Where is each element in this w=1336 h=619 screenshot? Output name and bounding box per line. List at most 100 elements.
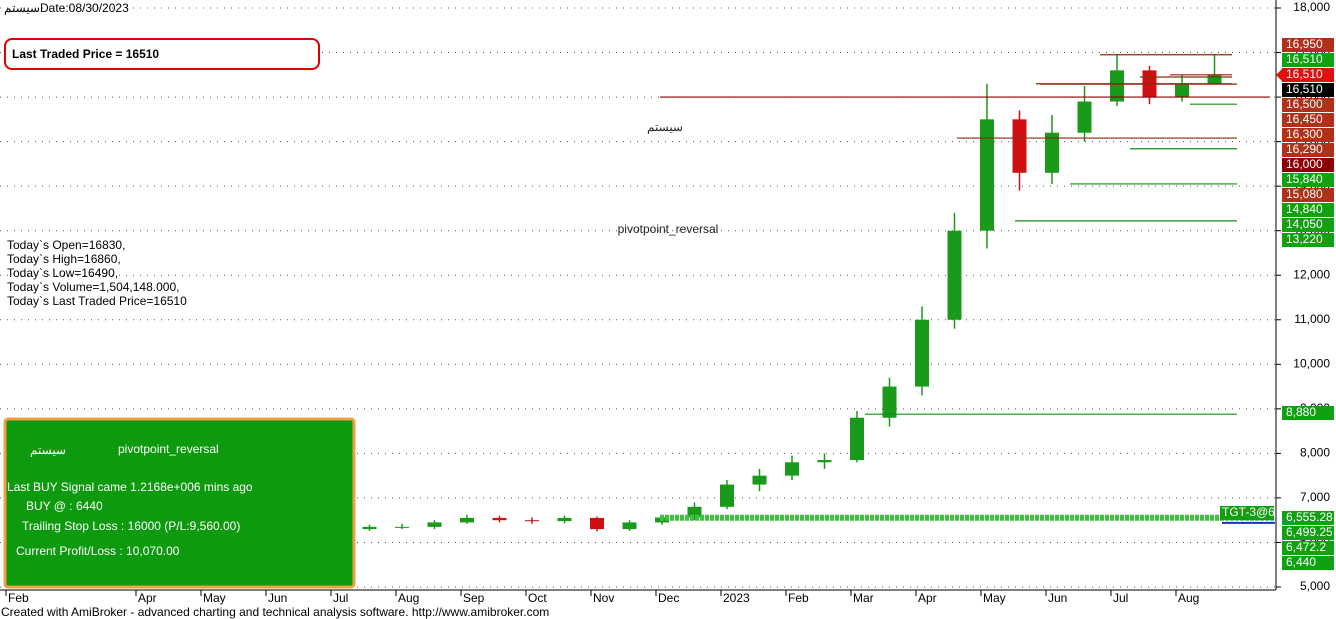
x-tick-label: Sep — [463, 591, 485, 605]
price-label: 16,510 — [1286, 67, 1323, 81]
candle-body — [785, 462, 799, 476]
candle-body — [525, 520, 539, 522]
price-label: 14,050 — [1286, 217, 1323, 231]
candle-body — [492, 517, 507, 521]
signal-box: سیستم pivotpoint_reversal Last BUY Signal … — [3, 417, 356, 589]
price-label: 13,220 — [1286, 232, 1323, 246]
candle-body — [882, 386, 897, 418]
candle-body — [1045, 132, 1059, 173]
price-label-box — [1282, 113, 1334, 127]
price-label-box — [1282, 233, 1334, 247]
x-tick-label: Feb — [8, 591, 29, 605]
watermark-system: pivotpoint_reversal — [618, 222, 719, 236]
price-label: 6,472.2 — [1286, 540, 1326, 554]
x-tick-label: May — [203, 591, 226, 605]
x-tick-label: Oct — [528, 591, 547, 605]
x-tick-label: Dec — [658, 591, 679, 605]
price-label: 16,510 — [1286, 82, 1323, 96]
signal-line: Trailing Stop Loss : 16000 (P/L:9,560.00… — [22, 519, 240, 533]
symbol: سیستم — [4, 1, 40, 15]
y-tick-label: 18,000 — [1293, 0, 1330, 14]
price-label-box — [1282, 143, 1334, 157]
candle-body — [395, 526, 409, 528]
price-label: 8,880 — [1286, 405, 1316, 419]
x-tick-label: Apr — [138, 591, 157, 605]
price-arrow — [1276, 68, 1283, 82]
x-tick-label: Jun — [1048, 591, 1067, 605]
y-tick-label: 7,000 — [1300, 490, 1330, 504]
x-tick-label: Aug — [1178, 591, 1199, 605]
signal-box-bg — [3, 417, 356, 589]
y-tick-label: 11,000 — [1294, 312, 1330, 326]
y-tick-label: 5,000 — [1300, 579, 1330, 593]
date: Date:08/30/2023 — [40, 1, 129, 15]
target-label: TGT-3@6 — [1222, 505, 1275, 519]
price-label: 16,300 — [1286, 127, 1323, 141]
y-tick-label: 10,000 — [1293, 356, 1330, 370]
price-label-box — [1282, 53, 1334, 67]
price-label-box — [1282, 511, 1334, 525]
price-label-box — [1282, 128, 1334, 142]
y-tick-label: 12,000 — [1293, 267, 1330, 281]
price-label: 16,950 — [1286, 37, 1323, 51]
y-tick-label: 8,000 — [1300, 446, 1330, 460]
candle-body — [1110, 70, 1124, 102]
today-stats: Today`s Open=16830,Today`s High=16860,To… — [7, 238, 187, 308]
price-label: 15,080 — [1286, 187, 1323, 201]
price-label: 16,290 — [1286, 142, 1323, 156]
x-tick-label: Jul — [1113, 591, 1128, 605]
signal-line: Last BUY Signal came 1.2168e+006 mins ag… — [7, 480, 253, 494]
candle-body — [817, 460, 832, 463]
candle-body — [427, 522, 442, 527]
candle-body — [980, 119, 994, 231]
x-tick-label: Jun — [268, 591, 287, 605]
price-label-box — [1282, 173, 1334, 187]
price-label-box — [1282, 541, 1334, 555]
price-label-box — [1282, 188, 1334, 202]
target-box — [1220, 506, 1274, 520]
today-line: Today`s Last Traded Price=16510 — [7, 294, 187, 308]
candle-body — [1077, 101, 1092, 133]
candle-body — [687, 506, 702, 518]
price-label: 16,450 — [1286, 112, 1323, 126]
candle-body — [460, 517, 474, 523]
candle-body — [362, 526, 377, 530]
signal-system: pivotpoint_reversal — [118, 442, 219, 456]
price-label-box — [1282, 98, 1334, 112]
x-tick-label: May — [983, 591, 1006, 605]
price-label: 6,555.28 — [1286, 510, 1333, 524]
x-tick-label: Jul — [333, 591, 348, 605]
signal-symbol: سیستم — [30, 443, 66, 457]
candle-body — [590, 517, 604, 530]
price-label-box — [1282, 218, 1334, 232]
price-label-box — [1282, 556, 1334, 570]
watermark-symbol: سیستم — [647, 120, 683, 134]
candle-body — [557, 517, 572, 522]
price-label: 15,840 — [1286, 172, 1323, 186]
plot-area — [0, 7, 1276, 588]
candle-body — [720, 484, 734, 507]
price-label-box — [1282, 83, 1334, 97]
x-tick-label: Nov — [593, 591, 614, 605]
signal-line: Current Profit/Loss : 10,070.00 — [16, 544, 180, 558]
ltp-box — [4, 38, 320, 70]
candle-body — [947, 230, 962, 320]
price-label-box — [1282, 406, 1334, 420]
today-line: Today`s Volume=1,504,148.000, — [7, 280, 179, 294]
footer: Created with AmiBroker - advanced charti… — [1, 605, 549, 619]
price-label-box — [1282, 158, 1334, 172]
price-label: 16,000 — [1286, 157, 1323, 171]
price-label-box — [1282, 203, 1334, 217]
signal-line: BUY @ : 6440 — [26, 499, 103, 513]
candle-body — [850, 417, 864, 461]
price-label: 14,840 — [1286, 202, 1323, 216]
price-label: 6,440 — [1286, 555, 1316, 569]
candle-body — [915, 319, 929, 387]
candle-body — [1175, 83, 1189, 98]
x-tick-label: Mar — [853, 591, 874, 605]
price-label-box — [1282, 38, 1334, 52]
candle-body — [622, 522, 637, 530]
price-label-box — [1282, 526, 1334, 540]
price-label-box — [1282, 68, 1334, 82]
ltp-text: Last Traded Price = 16510 — [12, 47, 159, 61]
